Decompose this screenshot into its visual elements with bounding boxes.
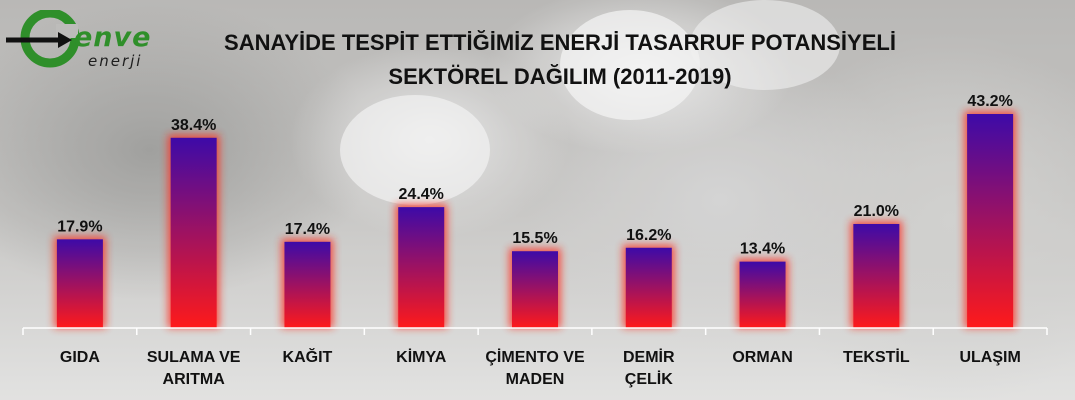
category-label: ÇİMENTO VE [485, 348, 585, 366]
logo-subtitle: enerji [88, 52, 143, 70]
category-label: ARITMA [163, 371, 226, 388]
bar [853, 223, 900, 328]
logo-wordmark: enve [74, 22, 152, 53]
background-helmet-shape [340, 95, 490, 205]
category-label: ULAŞIM [959, 349, 1020, 366]
background-helmet-shape [560, 10, 700, 120]
category-label: DEMİR [623, 348, 675, 366]
data-label: 38.4% [171, 117, 216, 134]
chart-title-line: SANAYİDE TESPİT ETTİĞİMİZ ENERJİ TASARRU… [224, 30, 896, 55]
data-label: 17.4% [285, 221, 330, 238]
data-label: 21.0% [854, 203, 899, 220]
category-label: TEKSTİL [843, 348, 910, 366]
chart-title: SANAYİDE TESPİT ETTİĞİMİZ ENERJİ TASARRU… [190, 26, 930, 94]
category-label: SULAMA VE [147, 349, 241, 366]
bar-series: 17.9% 38.4% 17.4% 24.4% 15.5% 16.2% 13.4% 21.0%… [53, 93, 1017, 328]
bar [967, 114, 1014, 328]
data-label: 43.2% [967, 93, 1012, 110]
bar [398, 207, 445, 328]
category-label: KİMYA [396, 348, 447, 366]
bar [170, 137, 217, 328]
data-label: 15.5% [512, 230, 557, 247]
data-label: 16.2% [626, 227, 671, 244]
logo-swoosh-icon [6, 8, 80, 68]
category-label: MADEN [506, 371, 565, 388]
bar [739, 261, 786, 328]
category-label: GIDA [60, 349, 100, 366]
category-label: KAĞIT [283, 347, 333, 366]
data-label: 17.9% [57, 218, 102, 235]
company-logo: enve enerji [6, 8, 166, 72]
x-axis-ticks [22, 328, 1048, 335]
bar [512, 251, 558, 328]
x-axis-labels: GIDA SULAMA VE ARITMA KAĞIT KİMYA ÇİMENTO VE M… [60, 347, 1021, 388]
category-label: ÇELİK [625, 370, 673, 388]
bar [625, 247, 672, 328]
chart-title-line: SEKTÖREL DAĞILIM (2011-2019) [388, 64, 732, 89]
data-label: 24.4% [399, 186, 444, 203]
background-helmet-shape [690, 0, 840, 90]
bar [284, 241, 331, 328]
data-label: 13.4% [740, 241, 785, 258]
bar [56, 239, 103, 328]
category-label: ORMAN [732, 349, 792, 366]
